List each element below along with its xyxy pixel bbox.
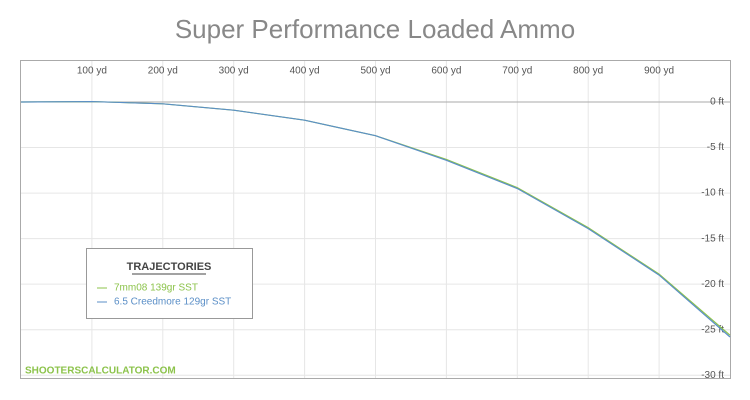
series-line xyxy=(20,100,731,338)
plot-border xyxy=(20,60,731,379)
x-tick-label: 600 yd xyxy=(431,66,461,77)
y-tick-label: 0 ft xyxy=(710,97,724,108)
legend-box xyxy=(86,248,253,319)
y-tick-label: -10 ft xyxy=(701,188,724,199)
x-tick-label: 800 yd xyxy=(573,66,603,77)
y-tick-label: -30 ft xyxy=(701,370,724,381)
x-tick-label: 100 yd xyxy=(77,66,107,77)
x-tick-label: 300 yd xyxy=(219,66,249,77)
x-tick-label: 400 yd xyxy=(290,66,320,77)
x-tick-label: 900 yd xyxy=(644,66,674,77)
legend-label: 6.5 Creedmore 129gr SST xyxy=(114,297,231,308)
y-tick-label: -15 ft xyxy=(701,233,724,244)
x-tick-label: 200 yd xyxy=(148,66,178,77)
chart-title: Super Performance Loaded Ammo xyxy=(175,14,575,44)
y-tick-label: -5 ft xyxy=(707,142,724,153)
x-tick-label: 700 yd xyxy=(502,66,532,77)
x-tick-label: 500 yd xyxy=(360,66,390,77)
watermark: SHOOTERSCALCULATOR.COM xyxy=(25,366,176,377)
y-tick-label: -20 ft xyxy=(701,279,724,290)
legend-label: 7mm08 139gr SST xyxy=(114,283,198,294)
y-tick-label: -25 ft xyxy=(701,324,724,335)
legend-title: TRAJECTORIES xyxy=(127,261,212,273)
